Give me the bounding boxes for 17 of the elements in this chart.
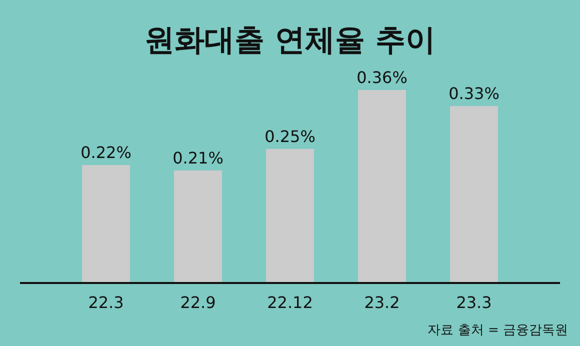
data-label: 0.25% [264, 126, 316, 146]
data-label: 0.21% [172, 148, 224, 168]
data-label: 0.33% [448, 84, 500, 104]
text: 자료 출처 = 금융감독원 [428, 323, 568, 338]
data-label: 0.22% [80, 143, 132, 162]
x-tick-label: 23.2 [364, 293, 400, 312]
x-tick-label: 22.9 [180, 293, 216, 312]
chart-title: 원화대출 연체율 추이 [144, 23, 436, 58]
x-tick-label: 22.3 [88, 293, 124, 312]
data-label: 0.36% [356, 68, 408, 87]
x-tick-label: 22.12 [267, 293, 313, 312]
bar [358, 90, 406, 283]
x-tick-label: 23.3 [456, 293, 492, 312]
bar [266, 148, 314, 283]
bar [450, 106, 498, 283]
bar [174, 170, 222, 283]
bar [82, 165, 130, 283]
